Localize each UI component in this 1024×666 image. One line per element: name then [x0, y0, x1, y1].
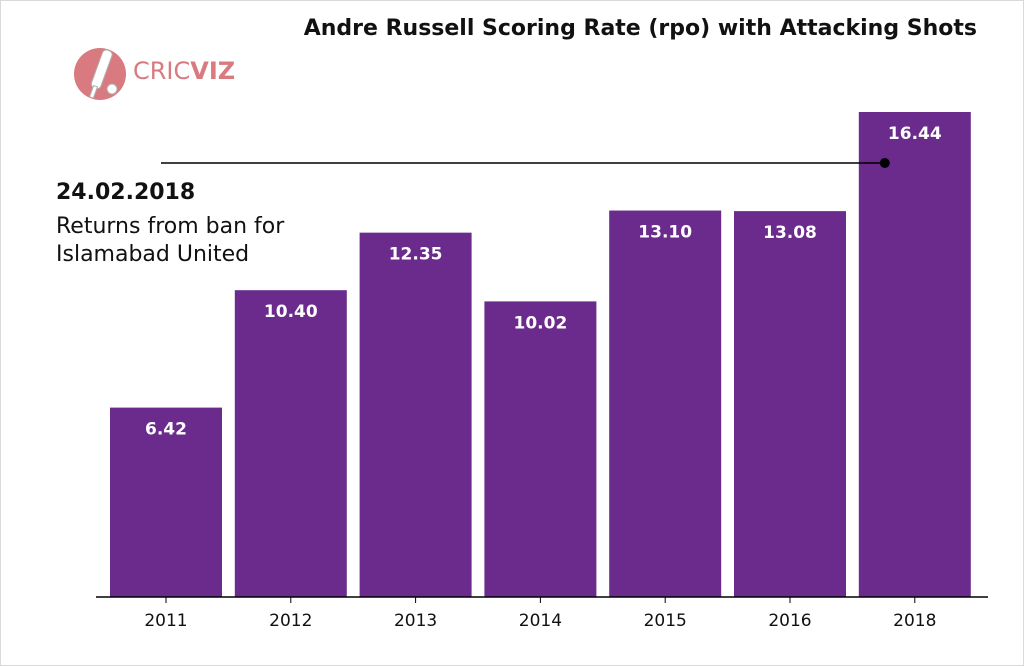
- bar-2013: [359, 232, 472, 597]
- logo-text-viz: VIZ: [190, 57, 236, 85]
- bar-value-label-2018: 16.44: [888, 124, 942, 144]
- bar-value-label-2011: 6.42: [145, 420, 187, 440]
- annotation-layer: [161, 158, 890, 168]
- bar-2016: [734, 211, 846, 597]
- annotation-date: 24.02.2018: [56, 180, 196, 205]
- bar-2018: [858, 112, 971, 597]
- x-tick-label-2018: 2018: [893, 611, 936, 631]
- bars-layer: 6.42 10.40 12.35 10.02 13.10 13.08 16.44: [110, 112, 971, 597]
- cricviz-logo-icon: [74, 48, 126, 100]
- bar-value-label-2015: 13.10: [638, 223, 692, 243]
- x-tick-label-2016: 2016: [768, 611, 811, 631]
- bar-value-label-2016: 13.08: [763, 223, 817, 243]
- annotation-marker-dot: [879, 158, 890, 168]
- x-tick-label-2011: 2011: [144, 611, 187, 631]
- x-axis: 2011 2012 2013 2014 2015 2016 2018: [96, 596, 988, 631]
- logo-wordmark: CRICVIZ: [133, 57, 235, 85]
- logo-text-cric: CRIC: [133, 57, 191, 85]
- x-tick-label-2013: 2013: [394, 611, 437, 631]
- bar-value-label-2012: 10.40: [264, 302, 318, 322]
- bar-value-label-2014: 10.02: [514, 313, 568, 333]
- bar-2015: [609, 210, 722, 597]
- bar-2011: [110, 407, 222, 597]
- chart-title: Andre Russell Scoring Rate (rpo) with At…: [303, 16, 977, 41]
- annotation-text: Returns from ban for Islamabad United: [56, 214, 285, 267]
- x-tick-label-2012: 2012: [269, 611, 312, 631]
- bar-2014: [484, 301, 597, 597]
- bar-value-label-2013: 12.35: [389, 245, 443, 265]
- x-tick-label-2014: 2014: [519, 611, 562, 631]
- bar-2012: [234, 290, 347, 597]
- x-tick-label-2015: 2015: [644, 611, 687, 631]
